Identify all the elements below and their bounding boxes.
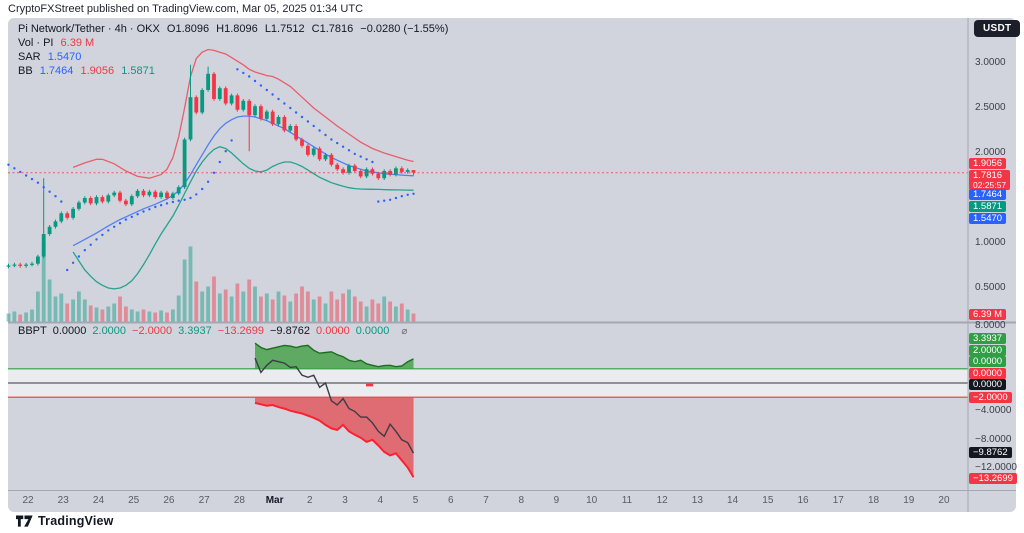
time-axis-label: 23 bbox=[57, 495, 69, 506]
price-axis-label: 1.0000 bbox=[975, 237, 1006, 248]
sar-value: 1.5470 bbox=[47, 51, 82, 63]
attribution-text: CryptoFXStreet published on TradingView.… bbox=[8, 3, 364, 15]
time-axis-label: 11 bbox=[621, 495, 633, 506]
bbpt-title: BBPT bbox=[18, 325, 47, 337]
ohlc-low: L1.7512 bbox=[264, 23, 305, 35]
time-axis-label: 3 bbox=[342, 495, 348, 506]
symbol-title: Pi Network/Tether · 4h · OKX bbox=[18, 23, 160, 35]
bbpt-badge: −13.2699 bbox=[969, 472, 1017, 484]
bbpt-badge: 0.0000 bbox=[969, 367, 1007, 379]
time-axis-label: 27 bbox=[198, 495, 210, 506]
bbpt-legend-value: 3.3937 bbox=[178, 325, 212, 337]
bb-basis-value: 1.7464 bbox=[39, 65, 74, 77]
bb-row: BB 1.7464 1.9056 1.5871 bbox=[18, 64, 452, 78]
volume-value: 6.39 M bbox=[60, 37, 95, 49]
time-axis-label: 9 bbox=[553, 495, 560, 506]
time-axis-label: 14 bbox=[727, 495, 739, 506]
time-axis-label: 15 bbox=[762, 495, 774, 506]
bbpt-badge: 0.0000 bbox=[969, 356, 1007, 367]
time-axis-label: 17 bbox=[832, 495, 844, 506]
bbpt-axis-label: 8.0000 bbox=[975, 320, 1006, 332]
time-axis-label: 19 bbox=[903, 495, 915, 506]
sar-row: SAR 1.5470 bbox=[18, 50, 452, 64]
price-badge: 6.39 M bbox=[969, 309, 1007, 320]
price-badge: 1.5871 bbox=[969, 200, 1007, 212]
time-axis-label: 22 bbox=[22, 495, 34, 506]
bbpt-legend-value: −13.2699 bbox=[217, 325, 264, 337]
bbpt-badge: −9.8762 bbox=[969, 447, 1012, 458]
bbpt-legend-value: 2.0000 bbox=[92, 325, 127, 337]
time-axis-label: 10 bbox=[586, 495, 598, 506]
ohlc-high: H1.8096 bbox=[216, 23, 258, 35]
bbpt-badge: 0.0000 bbox=[969, 379, 1007, 390]
time-axis-label: 12 bbox=[656, 495, 668, 506]
time-axis-label: 5 bbox=[412, 495, 419, 506]
time-axis-label: 18 bbox=[867, 495, 880, 506]
bbpt-badge: −2.0000 bbox=[969, 391, 1012, 403]
time-axis-label: 4 bbox=[377, 495, 384, 506]
price-badge: 1.7816 02:25:57 bbox=[969, 170, 1011, 190]
time-axis-label: 8 bbox=[518, 495, 524, 506]
bbpt-badge: 3.3937 bbox=[969, 333, 1007, 344]
chart-panel[interactable] bbox=[8, 18, 1016, 512]
bbpt-legend-value: 0.0000 bbox=[316, 325, 350, 337]
price-axis-label: 2.0000 bbox=[975, 147, 1006, 158]
time-axis-label: 7 bbox=[483, 495, 489, 506]
currency-button[interactable]: USDT bbox=[974, 20, 1021, 37]
price-badge: 1.7464 bbox=[969, 188, 1007, 200]
time-axis-label: 13 bbox=[691, 495, 703, 506]
time-axis-label: 25 bbox=[128, 495, 140, 506]
bbpt-legend-value: 0.0000 bbox=[355, 325, 390, 337]
time-axis-label: 16 bbox=[797, 495, 809, 506]
tradingview-footer[interactable]: TradingView bbox=[16, 514, 114, 528]
time-axis-label: 28 bbox=[233, 495, 245, 506]
bbpt-axis-label: −4.0000 bbox=[975, 405, 1012, 417]
price-axis-label: 2.5000 bbox=[975, 102, 1006, 113]
volume-label: Vol · PI bbox=[18, 37, 54, 49]
price-badge: 1.5470 bbox=[969, 212, 1007, 224]
sar-label: SAR bbox=[18, 51, 41, 63]
bbpt-legend: BBPT 0.0000 2.0000 −2.0000 3.3937 −13.2699 −9.… bbox=[18, 325, 413, 337]
symbol-row: Pi Network/Tether · 4h · OKX O1.8096 H1.… bbox=[18, 22, 452, 36]
price-change: −0.0280 (−1.55%) bbox=[360, 23, 449, 35]
bbpt-legend-value: −2.0000 bbox=[132, 325, 173, 337]
volume-row: Vol · PI 6.39 M bbox=[18, 36, 452, 50]
bbpt-axis-label: −8.0000 bbox=[975, 433, 1012, 445]
time-axis-label: 24 bbox=[92, 495, 105, 506]
time-axis-label: 26 bbox=[163, 495, 175, 506]
price-badge: 1.9056 bbox=[969, 158, 1007, 169]
bbpt-axis-label: −12.0000 bbox=[975, 462, 1017, 474]
time-axis-label: Mar bbox=[265, 495, 284, 506]
time-axis-label: 6 bbox=[447, 495, 454, 506]
time-axis-label: 20 bbox=[938, 495, 950, 506]
bbpt-badge: 2.0000 bbox=[969, 344, 1007, 356]
bbpt-legend-value: 0.0000 bbox=[52, 325, 87, 337]
ohlc-open: O1.8096 bbox=[166, 23, 210, 35]
chart-legend: Pi Network/Tether · 4h · OKX O1.8096 H1.… bbox=[18, 22, 452, 78]
bbpt-legend-value: −9.8762 bbox=[269, 325, 311, 337]
time-axis-label: 2 bbox=[307, 495, 313, 506]
tradingview-brand-text: TradingView bbox=[38, 514, 114, 528]
price-axis-label: 0.5000 bbox=[975, 282, 1006, 293]
tradingview-logo-icon bbox=[16, 515, 33, 527]
bb-lower-value: 1.5871 bbox=[121, 65, 155, 77]
bb-upper-value: 1.9056 bbox=[80, 65, 115, 77]
price-axis-label: 3.0000 bbox=[975, 57, 1006, 68]
hide-indicator-icon[interactable]: ⌀ bbox=[401, 326, 408, 337]
ohlc-close: C1.7816 bbox=[311, 23, 354, 35]
bb-label: BB bbox=[18, 65, 33, 77]
